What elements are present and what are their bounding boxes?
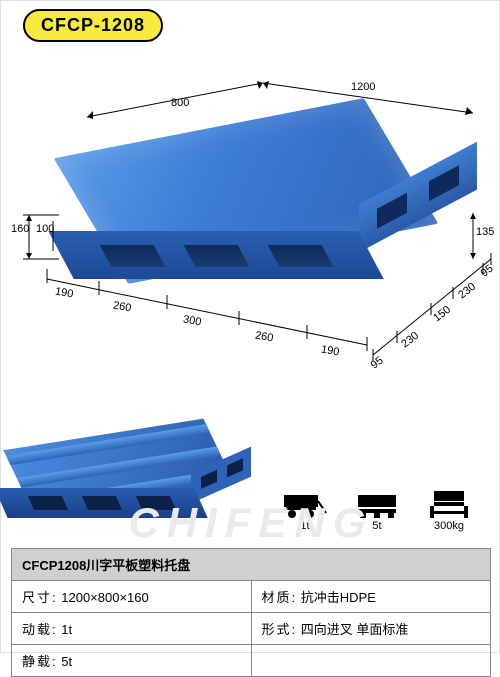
pallet-bottom-view <box>19 432 237 528</box>
spec-table: CFCP1208川字平板塑料托盘 尺寸: 1200×800×160 材质: 抗冲… <box>11 548 491 677</box>
main-diagram: 800 1200 160 100 135 <box>1 51 500 411</box>
table-row: 尺寸: 1200×800×160 材质: 抗冲击HDPE <box>12 581 491 613</box>
cart-icon <box>281 490 329 520</box>
capacity-label: 300kg <box>434 520 464 532</box>
secondary-row: 1t 5t <box>1 426 500 536</box>
model-badge: CFCP-1208 <box>23 9 163 42</box>
spec-title: CFCP1208川字平板塑料托盘 <box>12 549 491 581</box>
table-row: 动载: 1t 形式: 四向进叉 单面标准 <box>12 613 491 645</box>
pallet-icon <box>353 490 401 520</box>
capacity-static: 5t <box>353 490 401 532</box>
capacity-label: 1t <box>300 520 309 532</box>
capacity-dynamic: 1t <box>281 490 329 532</box>
rack-icon <box>425 490 473 520</box>
table-row: 静载: 5t <box>12 645 491 677</box>
dim-lines-top <box>81 71 481 131</box>
product-sheet: CFCP-1208 800 1200 1 <box>0 0 500 653</box>
dim-lines-left <box>5 211 65 271</box>
capacity-rack: 300kg <box>425 490 473 532</box>
capacity-label: 5t <box>372 520 381 532</box>
